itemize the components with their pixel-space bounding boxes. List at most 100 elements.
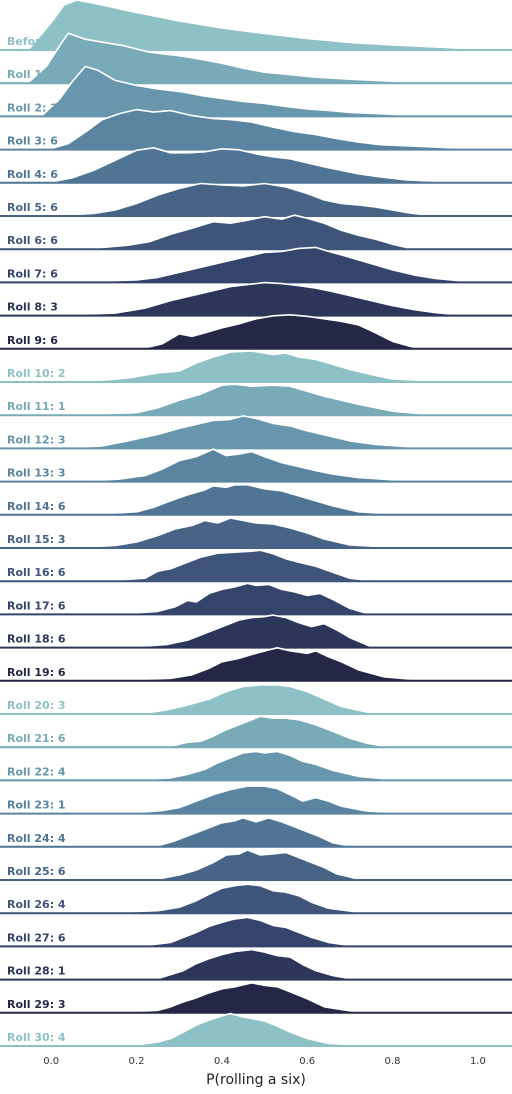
ridge-6: Roll 5: 6 xyxy=(0,182,512,217)
ridge-outline xyxy=(127,982,363,1013)
ridge-area xyxy=(42,66,414,117)
ridge-17: Roll 16: 6 xyxy=(0,549,512,583)
ridge-outline xyxy=(93,246,470,283)
ridge-area xyxy=(157,949,350,980)
ridge-label: Roll 15: 3 xyxy=(7,533,66,546)
ridge-outline xyxy=(157,849,359,880)
ridge-label: Roll 26: 4 xyxy=(7,898,66,911)
ridge-26: Roll 25: 6 xyxy=(0,849,512,881)
ridge-area xyxy=(128,982,363,1013)
ridge-label: Roll 2: 2 xyxy=(7,101,58,114)
ridge-outline xyxy=(136,1012,359,1046)
ridge-3: Roll 2: 2 xyxy=(0,65,512,118)
ridge-area xyxy=(64,183,427,216)
ridge-area xyxy=(102,484,389,515)
ridge-outline xyxy=(115,549,367,581)
ridge-outline xyxy=(63,182,427,216)
x-tick-label: 1.0 xyxy=(470,1056,486,1067)
ridge-outline xyxy=(170,715,385,747)
ridge-31: Roll 30: 4 xyxy=(0,1012,512,1047)
ridge-area xyxy=(157,817,350,847)
ridge-label: Roll 11: 1 xyxy=(7,400,66,413)
ridge-outline xyxy=(93,350,436,382)
ridge-12: Roll 11: 1 xyxy=(0,383,512,417)
ridge-20: Roll 19: 6 xyxy=(0,647,512,682)
ridge-label: Roll 28: 1 xyxy=(7,965,66,978)
ridge-area xyxy=(29,33,414,84)
ridge-outline xyxy=(145,916,351,947)
ridge-area xyxy=(85,518,389,548)
ridge-24: Roll 23: 1 xyxy=(0,785,512,815)
ridge-outline xyxy=(93,214,406,249)
ridge-outline xyxy=(157,817,351,847)
ridge-area xyxy=(128,647,419,681)
ridge-outline xyxy=(115,883,359,913)
ridge-area xyxy=(29,0,466,50)
ridge-area xyxy=(93,384,427,416)
ridge-23: Roll 22: 4 xyxy=(0,750,512,782)
ridge-22: Roll 21: 6 xyxy=(0,715,512,749)
ridge-label: Roll 10: 2 xyxy=(7,367,66,380)
ridge-label: Roll 22: 4 xyxy=(7,765,66,778)
ridge-5: Roll 4: 6 xyxy=(0,147,512,184)
ridge-outline xyxy=(127,647,419,681)
x-axis: 0.0 0.2 0.4 0.6 0.8 1.0 xyxy=(43,1056,486,1067)
ridge-area xyxy=(51,109,466,150)
ridge-area xyxy=(145,917,350,947)
ridge-area xyxy=(145,685,372,714)
ridge-area xyxy=(115,550,367,582)
ridge-4: Roll 3: 6 xyxy=(0,108,512,151)
ridge-25: Roll 24: 4 xyxy=(0,817,512,848)
ridge-area xyxy=(93,351,436,382)
x-axis-title: P(rolling a six) xyxy=(206,1072,306,1088)
ridge-outline xyxy=(72,415,419,449)
ridge-label: Roll 4: 6 xyxy=(7,168,58,181)
ridge-10: Roll 9: 6 xyxy=(0,314,512,350)
ridge-27: Roll 26: 4 xyxy=(0,883,512,915)
ridge-13: Roll 12: 3 xyxy=(0,415,512,450)
x-tick-label: 0.6 xyxy=(299,1056,315,1067)
ridge-label: Roll 14: 6 xyxy=(7,500,66,513)
ridge-label: Roll 17: 6 xyxy=(7,599,66,612)
ridge-area xyxy=(93,247,470,283)
ridge-outline xyxy=(93,448,406,482)
ridge-label: Roll 12: 3 xyxy=(7,433,66,446)
ridge-area xyxy=(136,751,393,781)
ridge-label: Roll 1: 4 xyxy=(7,68,58,81)
ridge-outline xyxy=(29,0,466,50)
ridge-area xyxy=(170,716,384,748)
x-tick-label: 0.0 xyxy=(43,1056,59,1067)
ridge-label: Roll 8: 3 xyxy=(7,301,58,314)
ridge-area xyxy=(115,884,359,914)
ridge-outline xyxy=(136,750,393,781)
ridge-outline xyxy=(136,614,372,648)
ridge-11: Roll 10: 2 xyxy=(0,350,512,383)
ridge-label: Roll 6: 6 xyxy=(7,234,58,247)
ridge-21: Roll 20: 3 xyxy=(0,684,512,715)
ridge-28: Roll 27: 6 xyxy=(0,916,512,948)
ridge-9: Roll 8: 3 xyxy=(0,281,512,317)
ridge-area xyxy=(51,147,448,183)
ridge-area xyxy=(136,1013,359,1046)
ridge-15: Roll 14: 6 xyxy=(0,484,512,516)
ridge-outline xyxy=(144,684,372,714)
ridge-label: Roll 19: 6 xyxy=(7,666,66,679)
ridge-label: Roll 25: 6 xyxy=(7,865,66,878)
ridge-outline xyxy=(50,108,466,150)
ridge-14: Roll 13: 3 xyxy=(0,448,512,483)
ridge-18: Roll 17: 6 xyxy=(0,582,512,616)
ridge-7: Roll 6: 6 xyxy=(0,214,512,251)
ridge-label: Roll 18: 6 xyxy=(7,633,66,646)
ridge-outline xyxy=(29,32,414,83)
ridge-area xyxy=(72,282,457,316)
ridge-area xyxy=(136,786,393,814)
ridge-16: Roll 15: 3 xyxy=(0,517,512,549)
ridge-label: Roll 23: 1 xyxy=(7,799,66,812)
ridge-area xyxy=(93,215,406,250)
ridge-outline xyxy=(102,484,389,515)
ridge-outline xyxy=(136,785,393,814)
ridge-area xyxy=(136,615,372,648)
ridge-8: Roll 7: 6 xyxy=(0,246,512,284)
